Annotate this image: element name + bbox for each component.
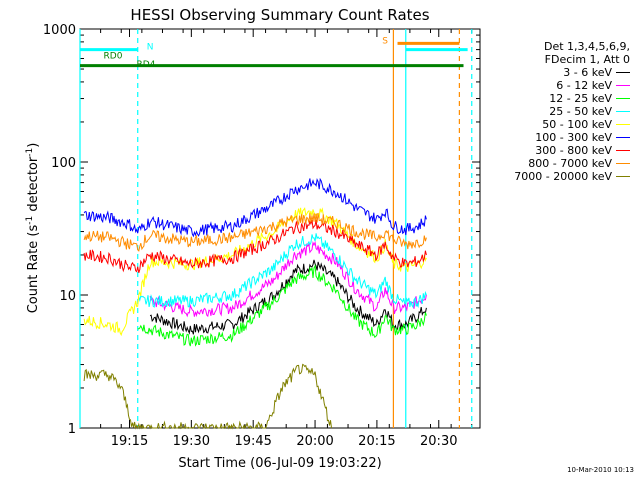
y-tick-label: 1000: [43, 23, 76, 38]
legend-header-line-2: FDecim 1, Att 0: [544, 53, 630, 66]
y-axis-label-part-2: detector: [26, 156, 41, 216]
legend-entry-label: 800 - 7000 keV: [528, 157, 612, 170]
chart-title: HESSI Observing Summary Count Rates: [130, 6, 429, 24]
x-tick-label: 20:30: [420, 434, 457, 449]
annotation-label: RD4: [137, 60, 156, 70]
x-tick-label: 20:00: [296, 434, 333, 449]
legend-entry-label: 7000 - 20000 keV: [514, 170, 612, 183]
y-axis-label-exp-2: -1: [25, 148, 35, 157]
generation-timestamp: 10-Mar-2010 10:13: [567, 466, 634, 474]
legend-swatch: [616, 111, 630, 112]
legend-entry: 100 - 300 keV: [486, 131, 636, 144]
series-line-2: [137, 264, 427, 347]
legend-entry-label: 12 - 25 keV: [549, 92, 612, 105]
series-line-7: [83, 212, 427, 252]
legend-swatch: [616, 137, 630, 138]
legend-swatch: [616, 124, 630, 125]
legend-entry: 3 - 6 keV: [486, 66, 636, 79]
series-line-8: [83, 363, 332, 430]
series-line-5: [83, 177, 427, 238]
legend-entry: 25 - 50 keV: [486, 105, 636, 118]
legend-entry-label: 6 - 12 keV: [556, 79, 612, 92]
x-tick-label: 19:45: [234, 434, 271, 449]
legend-entry: 50 - 100 keV: [486, 118, 636, 131]
legend-entry-label: 3 - 6 keV: [563, 66, 612, 79]
legend-entry: 800 - 7000 keV: [486, 157, 636, 170]
legend-entry-label: 100 - 300 keV: [535, 131, 612, 144]
legend-swatch: [616, 72, 630, 73]
x-tick-label: 19:15: [111, 434, 148, 449]
series-line-4: [83, 207, 427, 337]
annotation-label: RD0: [104, 52, 123, 62]
legend-swatch: [616, 85, 630, 86]
y-axis-label-exp-1: -1: [25, 216, 35, 225]
legend-entry: 6 - 12 keV: [486, 79, 636, 92]
legend-swatch: [616, 150, 630, 151]
chart-legend: Det 1,3,4,5,6,9, FDecim 1, Att 0 3 - 6 k…: [486, 40, 636, 183]
y-axis-label-part-3: ): [26, 143, 41, 148]
x-axis-label: Start Time (06-Jul-09 19:03:22): [178, 456, 381, 471]
y-tick-label: 1: [68, 422, 76, 437]
legend-entry: 7000 - 20000 keV: [486, 170, 636, 183]
series-line-0: [149, 259, 427, 335]
series-line-3: [137, 233, 427, 309]
legend-entries: 3 - 6 keV 6 - 12 keV 12 - 25 keV 25 - 50 ke…: [486, 66, 636, 183]
annotation-label: S: [382, 36, 388, 46]
y-axis-label: Count Rate (s-1 detector-1): [25, 143, 41, 314]
plot-area: 1 10 100 1000 19:15 19:30 19:45 20:00 20:15 20:30…: [43, 23, 481, 449]
x-tick-label: 20:15: [358, 434, 395, 449]
legend-entry-label: 300 - 800 keV: [535, 144, 612, 157]
legend-entry: 300 - 800 keV: [486, 144, 636, 157]
y-tick-label: 10: [59, 289, 76, 304]
x-tick-label: 19:30: [173, 434, 210, 449]
series-line-6: [83, 219, 427, 273]
y-tick-label: 100: [51, 156, 76, 171]
series-line-1: [149, 240, 427, 318]
legend-swatch: [616, 163, 630, 164]
legend-entry-label: 50 - 100 keV: [542, 118, 612, 131]
legend-swatch: [616, 98, 630, 99]
y-axis-label-part-1: Count Rate (s: [26, 225, 41, 314]
legend-swatch: [616, 176, 630, 177]
legend-entry-label: 25 - 50 keV: [549, 105, 612, 118]
legend-entry: 12 - 25 keV: [486, 92, 636, 105]
legend-header-line-1: Det 1,3,4,5,6,9,: [543, 40, 630, 53]
annotation-label: N: [147, 43, 154, 53]
